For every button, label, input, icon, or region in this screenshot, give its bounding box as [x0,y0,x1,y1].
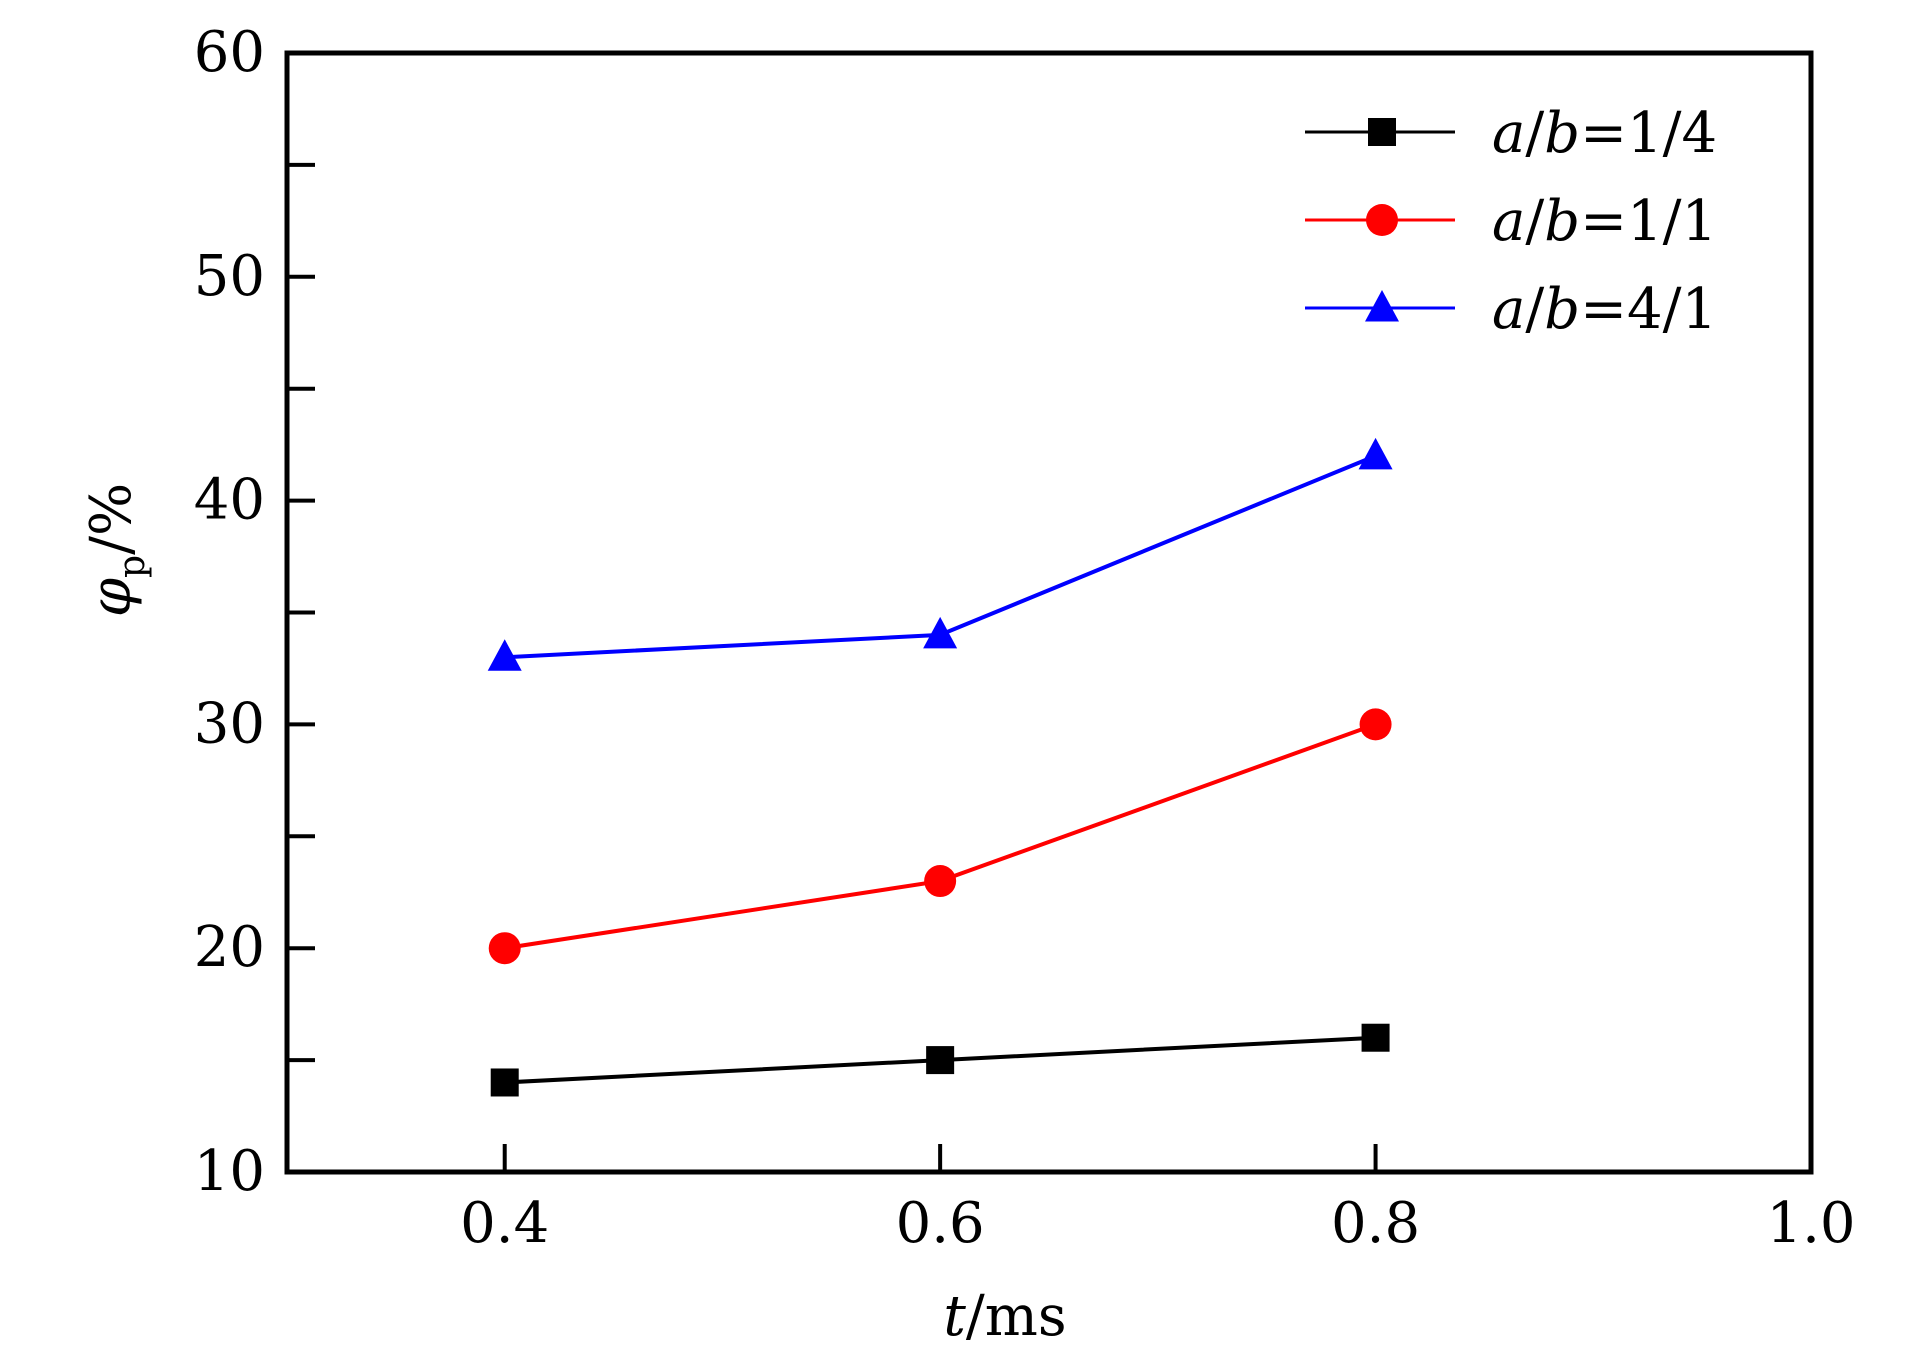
y-axis-variable: φ [79,578,144,617]
data-point [923,616,958,649]
series-3 [487,437,1393,671]
y-tick-label: 10 [194,1139,265,1204]
x-axis-variable: t [943,1284,966,1349]
series-2 [488,708,1392,965]
series-1 [490,1023,1390,1097]
legend: a/b=1/4a/b=1/1a/b=4/1 [1305,101,1717,342]
data-point [488,932,521,965]
legend-label: a/b=1/1 [1492,189,1717,254]
legend-var-a: a [1492,277,1525,342]
legend-marker [1368,118,1396,146]
legend-ratio: =1/4 [1580,101,1717,166]
legend-marker [1366,204,1398,236]
series-group [487,437,1393,1097]
x-tick-label: 0.8 [1331,1191,1420,1256]
y-axis-title: φp/% [79,483,153,617]
y-axis-unit: /% [79,483,144,555]
x-tick-label: 0.4 [460,1191,549,1256]
y-axis-subscript: p [112,555,153,578]
y-tick-label: 20 [194,915,265,980]
legend-var-b: b [1544,277,1580,342]
x-axis-title: t/ms [943,1284,1066,1349]
x-tick-label: 1.0 [1766,1191,1855,1256]
x-tick-label: 0.6 [896,1191,985,1256]
legend-entry: a/b=1/1 [1305,189,1717,254]
legend-sep: / [1525,101,1544,166]
data-point [1358,437,1393,470]
data-point [1361,1023,1390,1052]
series-line [504,722,1377,951]
y-tick-label: 40 [194,468,265,533]
data-point [924,865,957,898]
x-axis-unit: /ms [966,1284,1067,1349]
legend-marker [1365,290,1399,322]
data-point [487,639,522,671]
tick-labels: 0.4 0.6 0.8 1.0 10 20 30 40 50 60 [194,20,1856,1256]
legend-var-a: a [1492,101,1525,166]
legend-label: a/b=4/1 [1492,277,1717,342]
legend-ratio: =4/1 [1580,277,1717,342]
data-point [1359,708,1392,741]
legend-var-b: b [1544,101,1580,166]
legend-ratio: =1/1 [1580,189,1717,254]
legend-label: a/b=1/4 [1492,101,1717,166]
y-tick-label: 50 [194,244,265,309]
plot-frame [284,50,1814,1175]
data-point [490,1068,519,1097]
y-tick-label: 30 [194,691,265,756]
legend-entry: a/b=4/1 [1305,277,1717,342]
data-point [926,1046,955,1075]
legend-var-b: b [1544,189,1580,254]
legend-entry: a/b=1/4 [1305,101,1717,166]
legend-var-a: a [1492,189,1525,254]
legend-sep: / [1525,189,1544,254]
y-tick-label: 60 [194,20,265,85]
legend-sep: / [1525,277,1544,342]
